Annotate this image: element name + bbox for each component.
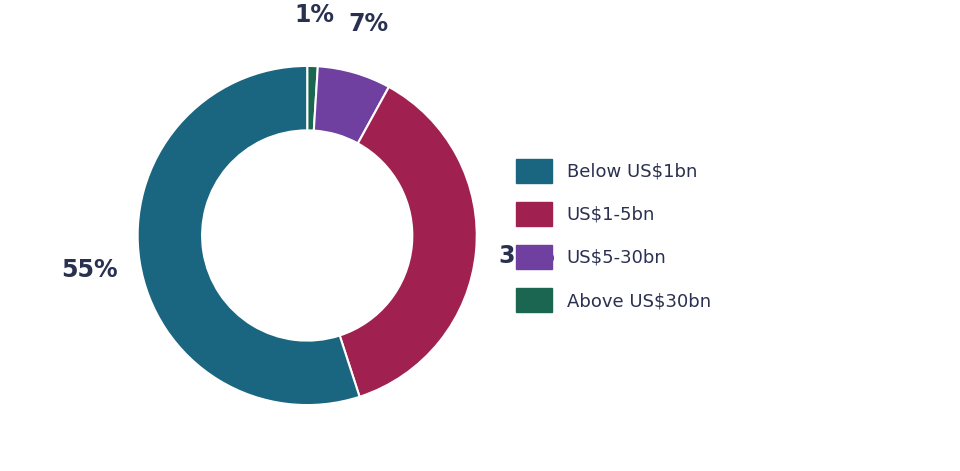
Text: 1%: 1% — [294, 3, 334, 27]
Text: 55%: 55% — [61, 258, 118, 282]
Text: 7%: 7% — [348, 12, 389, 36]
Wedge shape — [314, 66, 389, 143]
Wedge shape — [137, 66, 360, 405]
Wedge shape — [307, 66, 318, 130]
Legend: Below US$1bn, US$1-5bn, US$5-30bn, Above US$30bn: Below US$1bn, US$1-5bn, US$5-30bn, Above… — [507, 150, 720, 321]
Wedge shape — [340, 87, 477, 397]
Text: 37%: 37% — [498, 244, 555, 268]
